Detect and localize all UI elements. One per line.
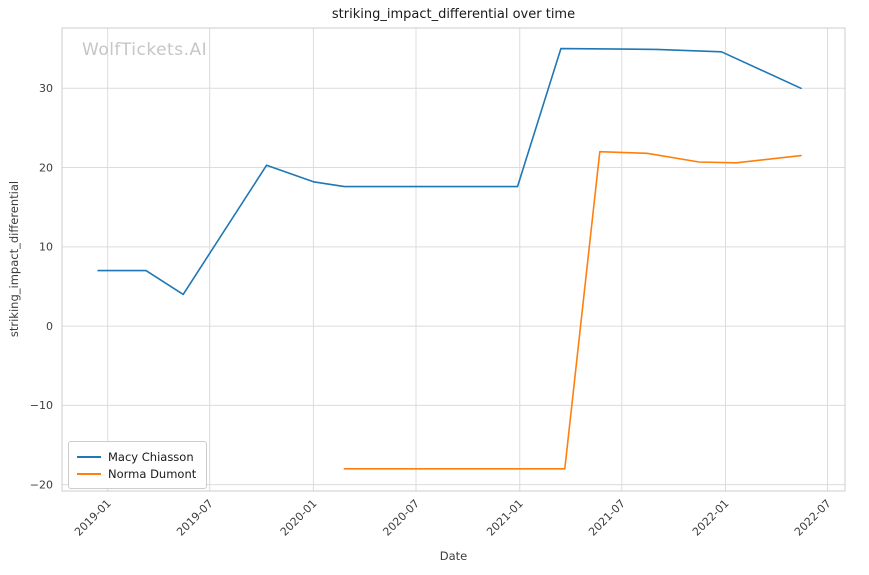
legend-line-swatch-blue xyxy=(77,455,101,458)
svg-text:−20: −20 xyxy=(30,479,53,492)
y-axis-label: striking_impact_differential xyxy=(7,180,21,338)
svg-text:2019-01: 2019-01 xyxy=(72,497,114,539)
svg-text:30: 30 xyxy=(39,82,53,95)
svg-text:2021-07: 2021-07 xyxy=(586,497,628,539)
svg-text:2022-07: 2022-07 xyxy=(792,497,834,539)
legend-line-swatch-orange xyxy=(77,472,101,475)
svg-text:2021-01: 2021-01 xyxy=(484,497,526,539)
watermark: WolfTickets.AI xyxy=(82,40,208,60)
legend-label: Macy Chiasson xyxy=(108,449,194,464)
legend-label: Norma Dumont xyxy=(108,466,197,481)
svg-text:2019-07: 2019-07 xyxy=(174,497,216,539)
svg-text:2020-01: 2020-01 xyxy=(278,497,320,539)
svg-text:10: 10 xyxy=(39,241,53,254)
svg-text:2022-01: 2022-01 xyxy=(690,497,732,539)
legend-item-norma-dumont: Norma Dumont xyxy=(77,465,196,482)
svg-text:20: 20 xyxy=(39,161,53,174)
svg-text:−10: −10 xyxy=(30,399,53,412)
svg-text:0: 0 xyxy=(46,320,53,333)
svg-text:2020-07: 2020-07 xyxy=(380,497,422,539)
x-axis-label: Date xyxy=(439,549,468,563)
legend: Macy Chiasson Norma Dumont xyxy=(68,441,208,489)
legend-item-macy-chiasson: Macy Chiasson xyxy=(77,448,196,465)
chart-title: striking_impact_differential over time xyxy=(331,7,576,22)
